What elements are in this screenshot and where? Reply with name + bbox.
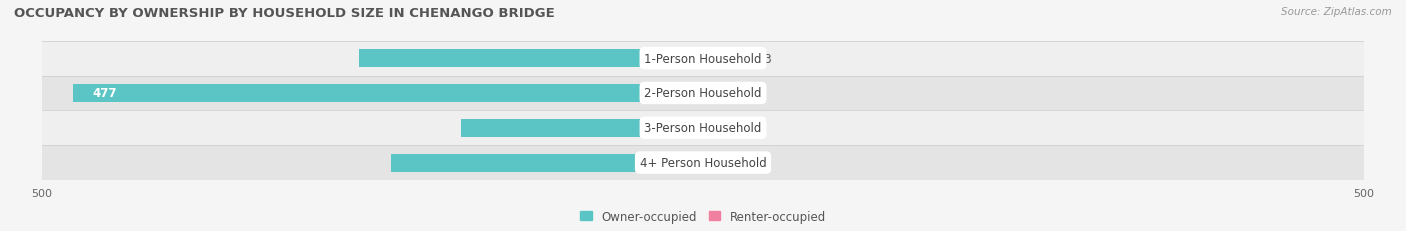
Bar — [42, 111, 1364, 146]
Text: 19: 19 — [738, 87, 754, 100]
Text: 1-Person Household: 1-Person Household — [644, 52, 762, 65]
Text: OCCUPANCY BY OWNERSHIP BY HOUSEHOLD SIZE IN CHENANGO BRIDGE: OCCUPANCY BY OWNERSHIP BY HOUSEHOLD SIZE… — [14, 7, 555, 20]
Bar — [42, 76, 1364, 111]
Text: Source: ZipAtlas.com: Source: ZipAtlas.com — [1281, 7, 1392, 17]
Bar — [360, 50, 703, 68]
Text: 4+ Person Household: 4+ Person Household — [640, 156, 766, 169]
Bar — [703, 50, 747, 68]
Text: 9: 9 — [725, 122, 733, 135]
Bar — [703, 85, 728, 103]
Bar — [42, 42, 1364, 76]
Text: 3-Person Household: 3-Person Household — [644, 122, 762, 135]
Text: 477: 477 — [93, 87, 117, 100]
Bar — [42, 146, 1364, 180]
Bar — [703, 119, 714, 137]
Text: 18: 18 — [737, 156, 752, 169]
Bar — [461, 119, 703, 137]
Bar — [73, 85, 703, 103]
Legend: Owner-occupied, Renter-occupied: Owner-occupied, Renter-occupied — [579, 210, 827, 223]
Text: 236: 236 — [671, 156, 692, 169]
Bar — [703, 154, 727, 172]
Text: 33: 33 — [758, 52, 772, 65]
Text: 183: 183 — [671, 122, 692, 135]
Text: 260: 260 — [671, 52, 692, 65]
Bar — [391, 154, 703, 172]
Text: 2-Person Household: 2-Person Household — [644, 87, 762, 100]
